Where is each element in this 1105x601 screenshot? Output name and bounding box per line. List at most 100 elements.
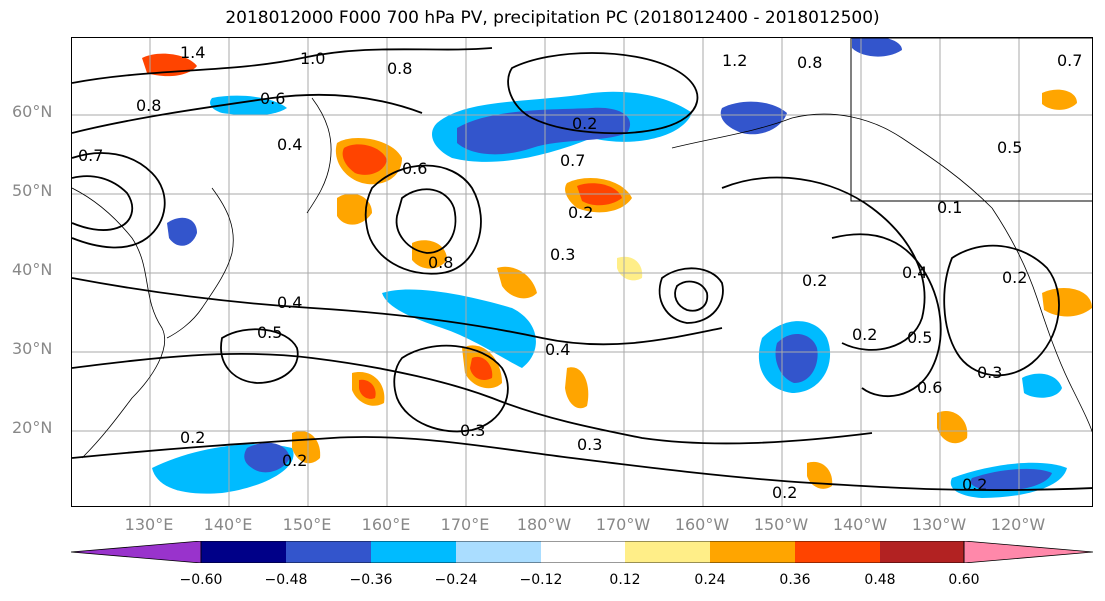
lat-label-40n: 40°N xyxy=(12,260,53,279)
contour-high-north xyxy=(507,52,699,135)
contour-label: 0.3 xyxy=(550,245,575,264)
neg-area-japan xyxy=(167,217,197,246)
contour-low-central xyxy=(658,267,724,324)
colorbar-cell xyxy=(201,541,286,563)
contour-label: 0.7 xyxy=(1057,51,1082,70)
contour-label: 0.2 xyxy=(282,451,307,470)
contour-zonal-1 xyxy=(72,277,723,346)
map-panel: 1.4 1.0 0.8 0.8 0.6 0.4 0.7 0.6 0.2 0.7 … xyxy=(71,37,1093,507)
lat-label-50n: 50°N xyxy=(12,181,53,200)
contour-label: 0.2 xyxy=(180,428,205,447)
map-canvas: 1.4 1.0 0.8 0.8 0.6 0.4 0.7 0.6 0.2 0.7 … xyxy=(72,38,1092,506)
contour-label: 0.2 xyxy=(1002,268,1027,287)
contour-label: 1.4 xyxy=(180,43,205,62)
colorbar-tick: 0.12 xyxy=(609,572,641,588)
lon-label-160w: 160°W xyxy=(674,515,730,534)
contour-label: 0.8 xyxy=(136,96,161,115)
contour-label: 0.7 xyxy=(78,146,103,165)
contour-label: 1.0 xyxy=(300,49,325,68)
lat-label-20n: 20°N xyxy=(12,418,53,437)
lon-label-120w: 120°W xyxy=(990,515,1046,534)
contour-label: 0.1 xyxy=(937,198,962,217)
colorbar-tick: 0.60 xyxy=(948,572,980,588)
negative-precip-fills xyxy=(152,38,1067,498)
contour-southwest-loop xyxy=(220,328,299,384)
contour-label: 0.4 xyxy=(902,263,927,282)
contour-north-2 xyxy=(72,93,423,134)
contour-label: 0.2 xyxy=(772,483,797,502)
coast-east-asia xyxy=(72,187,166,459)
colorbar-tick: −0.12 xyxy=(519,572,563,588)
pos-area-southeast xyxy=(937,410,968,444)
lon-label-130w: 130°W xyxy=(911,515,967,534)
neg-area-north-east xyxy=(852,38,902,57)
contour-northwest-1 xyxy=(72,152,166,249)
contour-label: 0.4 xyxy=(545,340,570,359)
contour-south-loop xyxy=(393,344,509,433)
contour-label: 0.6 xyxy=(402,159,427,178)
pos-area-south-small xyxy=(807,461,833,489)
pos-area-date-line xyxy=(497,266,537,299)
lon-label-170e: 170°E xyxy=(440,515,490,534)
neg-area-west-pacific xyxy=(382,289,536,368)
pos-area-okhotsk xyxy=(337,193,372,225)
pos-area-gulf xyxy=(1042,89,1077,110)
inset-box xyxy=(850,38,1092,202)
contour-east-3 xyxy=(943,244,1060,377)
contour-label: 1.2 xyxy=(722,51,747,70)
colorbar-cell xyxy=(795,541,880,563)
coast-japan xyxy=(166,187,234,339)
contour-label: 0.3 xyxy=(460,421,485,440)
lon-label-130e: 130°E xyxy=(124,515,174,534)
graticule xyxy=(72,38,1092,506)
pos-area-west-south-core xyxy=(359,379,376,399)
lat-label-60n: 60°N xyxy=(12,102,53,121)
contour-label: 0.3 xyxy=(977,363,1002,382)
contour-label: 0.2 xyxy=(802,271,827,290)
colorbar-cell xyxy=(625,541,710,563)
map-title: 2018012000 F000 700 hPa PV, precipitatio… xyxy=(225,8,880,28)
neg-area-hawaii-core xyxy=(775,333,818,383)
colorbar-tick: 0.36 xyxy=(779,572,811,588)
pos-area-mid-pacific-core xyxy=(470,356,493,380)
colorbar-cell xyxy=(371,541,456,563)
pos-area-kamchatka-core xyxy=(342,144,387,175)
contour-zonal-3 xyxy=(72,436,1092,491)
colorbar-cell xyxy=(286,541,371,563)
lon-label-150e: 150°E xyxy=(282,515,332,534)
pos-area-far-east xyxy=(1042,288,1092,317)
pos-area-south-pacific xyxy=(565,367,589,409)
lon-label-140w: 140°W xyxy=(832,515,888,534)
colorbar-arrow-left xyxy=(71,541,202,563)
colorbar-tick: −0.36 xyxy=(349,572,393,588)
contour-east-1 xyxy=(721,176,926,351)
coast-alaska xyxy=(671,113,993,209)
contour-label: 0.2 xyxy=(568,203,593,222)
contour-label: 0.8 xyxy=(428,253,453,272)
colorbar-tick: −0.24 xyxy=(434,572,478,588)
contour-label-group: 1.4 1.0 0.8 0.8 0.6 0.4 0.7 0.6 0.2 0.7 … xyxy=(78,43,1082,502)
contour-label: 0.8 xyxy=(387,59,412,78)
contour-label: 0.8 xyxy=(797,53,822,72)
lon-label-170w: 170°W xyxy=(595,515,651,534)
neg-area-gulf-alaska xyxy=(720,101,787,135)
colorbar-cell xyxy=(456,541,541,563)
contour-northwest-2 xyxy=(72,175,134,231)
colorbar-tick: 0.48 xyxy=(864,572,896,588)
colorbar-arrow-right xyxy=(963,541,1093,563)
contour-label: 0.2 xyxy=(852,325,877,344)
contour-label: 0.4 xyxy=(277,135,302,154)
contour-label: 0.6 xyxy=(917,378,942,397)
pos-area-central xyxy=(412,240,447,269)
contour-label: 0.5 xyxy=(907,328,932,347)
contour-east-2 xyxy=(831,233,942,397)
contour-label: 0.7 xyxy=(560,151,585,170)
lat-label-30n: 30°N xyxy=(12,339,53,358)
neg-area-south-east-core xyxy=(970,468,1052,491)
contour-low-central-inner xyxy=(674,280,709,312)
colorbar-cell xyxy=(710,541,795,563)
contour-low-west xyxy=(364,164,482,275)
pv-contours xyxy=(72,47,1092,491)
colorbar-tick: 0.24 xyxy=(694,572,726,588)
lon-label-150w: 150°W xyxy=(753,515,809,534)
